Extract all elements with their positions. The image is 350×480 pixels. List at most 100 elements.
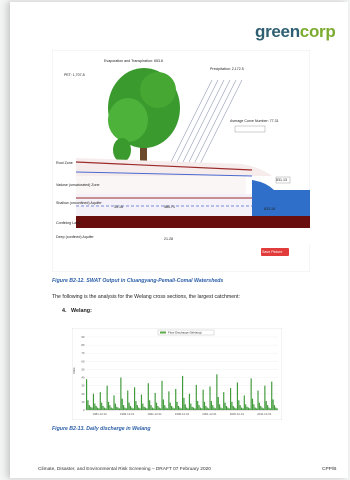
svg-text:Root Zone: Root Zone [56, 161, 73, 165]
chart-legend-box [157, 329, 215, 336]
y-tick-label: 30 [81, 384, 85, 388]
discharge-bar [164, 405, 166, 410]
discharge-bar [173, 408, 175, 410]
svg-text:Shallow (unconfined) Aquifer: Shallow (unconfined) Aquifer [56, 201, 103, 205]
discharge-bar [240, 407, 243, 410]
discharge-bar [184, 404, 186, 410]
discharge-bar [160, 408, 162, 410]
vadose-zone [76, 176, 246, 194]
discharge-bar [116, 406, 118, 410]
discharge-bar [212, 405, 214, 410]
footer-right: CPP/B [322, 467, 337, 472]
discharge-bar [87, 400, 89, 410]
discharge-bar [125, 408, 127, 410]
discharge-bar [140, 394, 143, 410]
discharge-bar [138, 407, 140, 410]
discharge-bar [272, 399, 274, 410]
discharge-bar [190, 403, 192, 410]
discharge-bar [136, 405, 138, 410]
discharge-bar [107, 401, 110, 410]
save-picture-button[interactable]: Save Picture [262, 250, 282, 254]
discharge-bar [123, 405, 125, 410]
stream [252, 180, 310, 216]
y-tick-label: 70 [81, 351, 85, 355]
discharge-bar [194, 408, 196, 410]
discharge-bar [258, 402, 260, 410]
shallow-aquifer [76, 194, 310, 216]
discharge-bar [275, 407, 277, 410]
discharge-bar [230, 388, 232, 410]
discharge-bar [161, 380, 163, 410]
discharge-bar [188, 393, 191, 410]
discharge-bar [135, 401, 137, 410]
discharge-bar [105, 408, 107, 410]
discharge-bar [169, 402, 171, 410]
discharge-bar [144, 407, 147, 410]
discharge-bar [220, 407, 222, 410]
figure-caption-1: Figure B2-12. SWAT Output in Cluangyang-… [52, 278, 224, 284]
discharge-bar [155, 402, 158, 410]
discharge-bar [223, 392, 225, 410]
discharge-bar [134, 387, 136, 410]
discharge-bar [118, 408, 121, 410]
discharge-bar [101, 402, 103, 410]
discharge-bar [151, 407, 153, 410]
confining-layer [76, 216, 310, 228]
paragraph-text: The following is the analysis for the We… [52, 294, 240, 300]
discharge-bar [247, 407, 249, 410]
discharge-bar [198, 405, 200, 410]
y-tick-label: 40 [81, 376, 85, 380]
daily-discharge-chart: Flow Discharge (Welang) m3/s 0 10 20 30 40 50… [72, 328, 282, 420]
discharge-bar [102, 405, 104, 410]
pet-label: PET: 1,707.8 [64, 73, 85, 77]
discharge-bar [154, 392, 156, 410]
figure-caption-2: Figure B2-13. Daily discharge in Welang [52, 426, 151, 432]
discharge-bar [253, 404, 255, 410]
svg-text:585.71: 585.71 [164, 205, 175, 209]
discharge-bar [192, 407, 195, 410]
discharge-bar [273, 405, 276, 410]
discharge-bar [120, 377, 122, 410]
document-page: greencorp PET: [10, 2, 348, 478]
discharge-bar [242, 408, 244, 410]
discharge-bar [234, 407, 236, 410]
discharge-bar [205, 405, 207, 410]
svg-text:633.18: 633.18 [264, 207, 275, 211]
discharge-bar [249, 408, 251, 410]
discharge-bar [236, 382, 239, 410]
discharge-bar [271, 381, 273, 410]
discharge-bar [203, 401, 206, 410]
discharge-bar [143, 406, 145, 410]
discharge-bar [228, 408, 230, 410]
discharge-bar [243, 395, 245, 410]
chart-legend-text: Flow Discharge (Welang) [168, 331, 202, 335]
y-tick-label: 80 [81, 343, 85, 347]
discharge-bar [268, 407, 270, 410]
swat-water-balance-diagram: PET: 1,707.8 Evaporation and Transpirati… [52, 50, 310, 272]
x-tick-label: 2006-12-01 [230, 412, 245, 416]
discharge-bar [214, 408, 217, 410]
discharge-bar [235, 408, 237, 410]
svg-text:Confining Layer: Confining Layer [56, 221, 82, 225]
curve-number-label: Average Curve Number: 77.31 [230, 119, 279, 123]
discharge-bar [199, 407, 201, 410]
discharge-bar [127, 390, 129, 410]
discharge-bar [95, 405, 97, 410]
discharge-bar [150, 405, 152, 410]
discharge-bar [246, 406, 248, 410]
discharge-bar [171, 405, 173, 410]
discharge-bar [172, 407, 174, 410]
discharge-bar [132, 408, 134, 410]
discharge-bar [238, 400, 240, 410]
discharge-bar [251, 398, 254, 410]
discharge-bar [257, 390, 259, 410]
discharge-bar [250, 378, 252, 410]
discharge-bar [166, 408, 169, 410]
discharge-bar [197, 401, 199, 410]
discharge-bar [231, 401, 233, 410]
tree-trunk [140, 136, 147, 176]
discharge-bar [191, 406, 193, 410]
discharge-bar [265, 401, 267, 410]
discharge-bar [225, 405, 228, 410]
discharge-bar [217, 397, 219, 410]
